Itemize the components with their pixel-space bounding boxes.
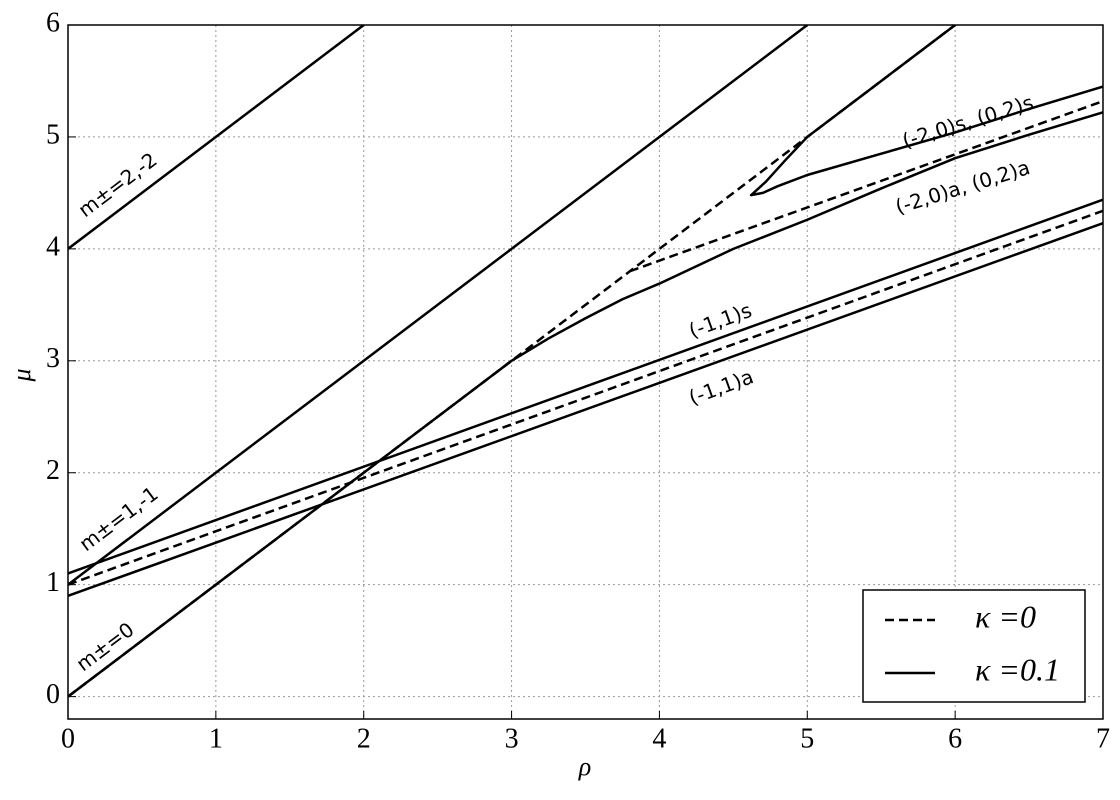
- x-tick-label: 2: [357, 723, 371, 754]
- legend-box: [862, 589, 1086, 703]
- series-line: [68, 209, 1103, 586]
- y-tick-label: 0: [46, 679, 60, 710]
- x-axis-label: ρ: [578, 752, 591, 781]
- x-tick-label: 7: [1096, 723, 1110, 754]
- y-tick-label: 5: [46, 119, 60, 150]
- series-line: [68, 25, 809, 586]
- series-line: [749, 25, 1103, 197]
- plot-lines: [68, 25, 1103, 698]
- series-line: [68, 111, 1103, 698]
- plot-frame: [67, 24, 1104, 720]
- x-tick-label: 4: [652, 723, 666, 754]
- x-tick-label: 1: [209, 723, 223, 754]
- y-tick-label: 6: [46, 7, 60, 38]
- series-line: [68, 221, 1103, 598]
- y-tick-label: 4: [46, 231, 60, 262]
- legend: κ =0 κ =0.1: [862, 589, 1086, 703]
- y-tick-label: 1: [46, 567, 60, 598]
- legend-label: κ =0.1: [975, 651, 1060, 687]
- series-line: [68, 198, 1103, 575]
- x-tick-label: 3: [505, 723, 519, 754]
- x-tick-label: 5: [800, 723, 814, 754]
- y-axis-label: μ: [7, 368, 36, 382]
- x-tick-label: 6: [948, 723, 962, 754]
- x-tick-label: 0: [61, 723, 75, 754]
- legend-label: κ =0: [975, 598, 1036, 634]
- y-tick-label: 3: [46, 343, 60, 374]
- series-line: [68, 25, 365, 250]
- y-tick-label: 2: [46, 455, 60, 486]
